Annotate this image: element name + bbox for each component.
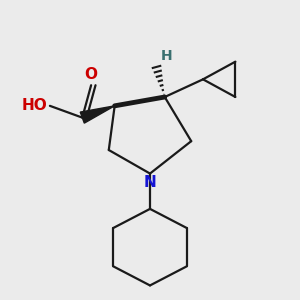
- Text: H: H: [160, 49, 172, 63]
- Polygon shape: [80, 106, 115, 123]
- Text: HO: HO: [21, 98, 47, 113]
- Text: O: O: [85, 67, 98, 82]
- Text: N: N: [144, 175, 156, 190]
